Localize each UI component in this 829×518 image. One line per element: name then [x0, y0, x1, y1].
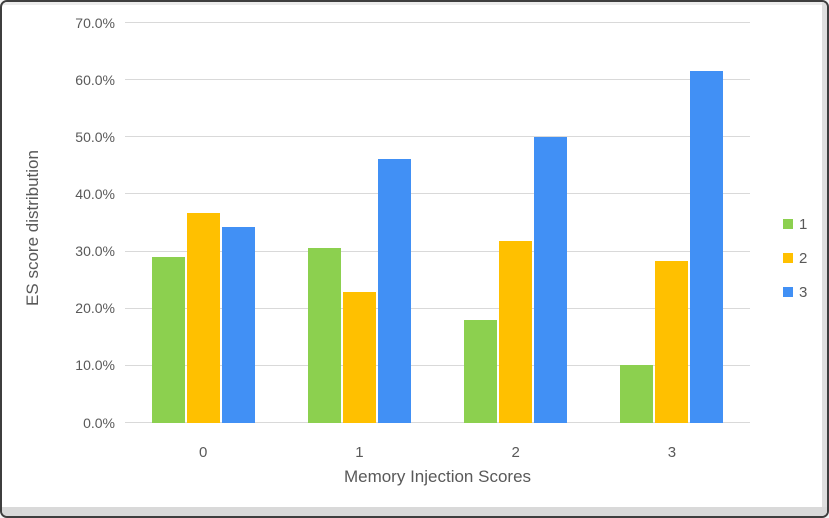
y-tick-label: 70.0%	[75, 14, 115, 31]
bar-series1-x2	[464, 319, 498, 423]
legend-label: 3	[799, 283, 808, 301]
y-tick-label: 40.0%	[75, 185, 115, 202]
bar-group-2	[438, 23, 594, 423]
legend-item-2: 2	[783, 249, 807, 267]
gridline-0	[125, 422, 750, 423]
bar-series3-x2	[534, 137, 568, 423]
bar-groups	[125, 23, 750, 423]
bar-series1-x1	[307, 247, 341, 423]
window-edge-bottom	[2, 507, 827, 516]
bar-group-3	[594, 23, 750, 423]
legend-swatch	[783, 219, 793, 229]
x-tick-label: 1	[355, 444, 364, 461]
legend-item-3: 3	[783, 283, 807, 301]
y-axis-tick-labels: 0.0% 10.0% 20.0% 30.0% 40.0% 50.0% 60.0% 70.0%	[30, 15, 115, 431]
gridline-60	[125, 79, 750, 81]
y-tick-label: 10.0%	[75, 357, 115, 374]
gridline-10	[125, 364, 750, 366]
gridline-70	[125, 22, 750, 23]
bar-series3-x1	[377, 159, 411, 423]
gridline-50	[125, 136, 750, 138]
gridline-20	[125, 307, 750, 309]
bar-series2-x2	[499, 241, 533, 423]
legend-item-1: 1	[783, 215, 807, 233]
legend-label: 1	[799, 215, 808, 233]
y-tick-label: 60.0%	[75, 71, 115, 88]
plot-area	[125, 22, 750, 423]
legend-swatch	[783, 287, 793, 297]
y-tick-label: 30.0%	[75, 243, 115, 260]
y-tick-label: 20.0%	[75, 300, 115, 317]
bar-series2-x3	[655, 261, 689, 423]
x-axis-tick-labels: 0 1 2 3	[125, 444, 750, 461]
gridline-30	[125, 250, 750, 252]
bar-series2-x0	[186, 213, 220, 423]
x-tick-label: 2	[511, 444, 520, 461]
x-tick-label: 0	[198, 444, 208, 461]
window-edge-right	[822, 2, 827, 516]
window-edge-top	[2, 2, 827, 5]
bar-series1-x0	[151, 257, 185, 423]
legend: 1 2 3	[783, 215, 807, 317]
legend-label: 2	[799, 249, 808, 267]
bar-group-0	[125, 23, 281, 423]
bar-series3-x3	[690, 71, 724, 423]
bar-series2-x1	[342, 291, 376, 423]
x-tick-label: 3	[667, 444, 677, 461]
y-tick-label: 0.0%	[83, 414, 115, 431]
bar-series1-x3	[620, 365, 654, 423]
gridline-40	[125, 193, 750, 195]
legend-swatch	[783, 253, 793, 263]
y-tick-label: 50.0%	[75, 128, 115, 145]
bar-series3-x0	[221, 227, 255, 423]
x-axis-title: Memory Injection Scores	[343, 467, 532, 486]
bar-group-1	[281, 23, 437, 423]
